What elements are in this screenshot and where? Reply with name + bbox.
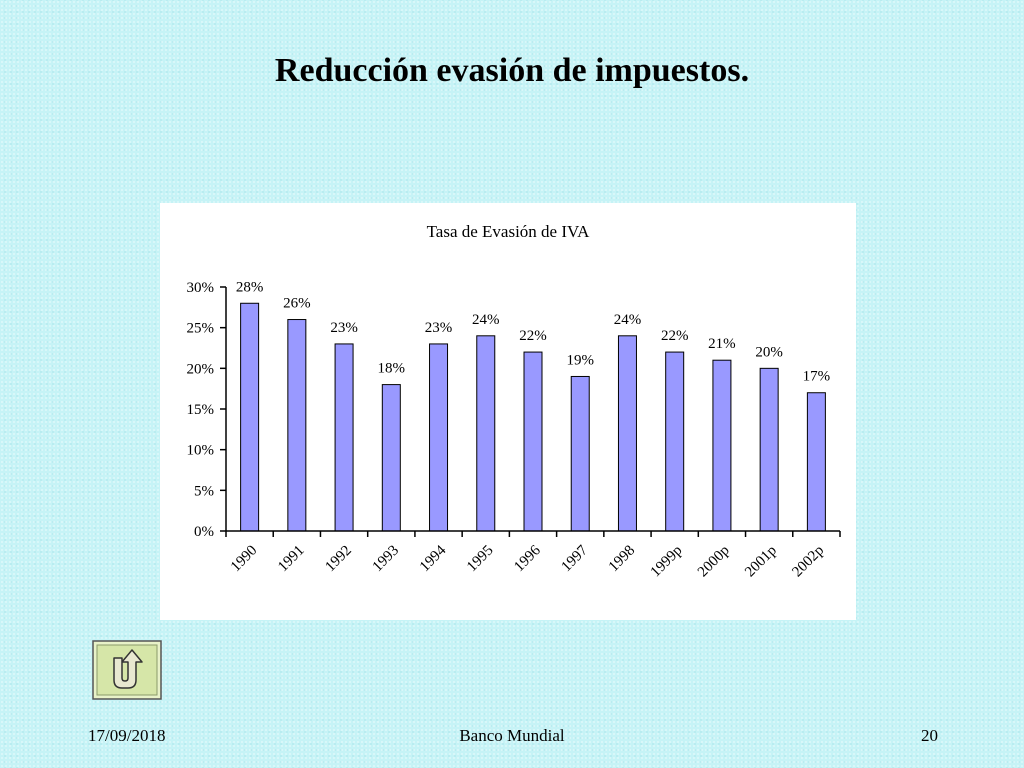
- x-tick-label-1997: 1997: [559, 542, 592, 575]
- y-tick-label: 25%: [187, 321, 215, 337]
- bar-1991: [287, 319, 307, 532]
- return-button[interactable]: [92, 640, 162, 700]
- footer-page-number: 20: [921, 726, 938, 745]
- bar-2001p: [759, 367, 779, 532]
- bar-1992: [334, 343, 354, 532]
- bar-1998: [617, 335, 637, 532]
- bar-1993: [381, 384, 401, 532]
- data-label-1991: 26%: [283, 296, 311, 312]
- data-label-1992: 23%: [330, 320, 358, 336]
- bar-chart: Tasa de Evasión de IVA 0% 5% 10% 15% 20% 25% 3…: [187, 222, 841, 581]
- y-tick-label: 30%: [187, 280, 215, 296]
- bar-1999p: [665, 351, 685, 532]
- x-tick-label-1998: 1998: [606, 543, 639, 576]
- x-tick-label-2000p: 2000p: [695, 543, 733, 581]
- y-tick-label: 20%: [187, 361, 215, 377]
- x-tick-label-1995: 1995: [464, 543, 497, 576]
- chart-title: Tasa de Evasión de IVA: [427, 222, 591, 241]
- y-tick-label: 0%: [194, 524, 214, 540]
- footer-organization: Banco Mundial: [459, 726, 565, 745]
- data-label-1994: 23%: [425, 320, 453, 336]
- data-label-1995: 24%: [472, 312, 500, 328]
- slide-title: Reducción evasión de impuestos.: [274, 52, 750, 89]
- x-tick-label-1999p: 1999p: [648, 543, 686, 581]
- x-tick-label-1993: 1993: [370, 543, 403, 576]
- data-label-1993: 18%: [378, 361, 406, 377]
- x-tick-label-2002p: 2002p: [789, 543, 827, 581]
- data-label-1998: 24%: [614, 312, 642, 328]
- y-tick-label: 15%: [187, 402, 215, 418]
- bar-1996: [523, 351, 543, 532]
- data-label-2001p: 20%: [755, 344, 783, 360]
- data-labels: 28% 26% 23% 18% 23% 24% 22% 19% 24% 22% 21% 20% 17%: [236, 279, 830, 384]
- bar-2002p: [806, 392, 826, 532]
- bar-1994: [429, 343, 449, 532]
- data-label-2002p: 17%: [803, 369, 831, 385]
- footer-date: 17/09/2018: [88, 726, 166, 745]
- bar-1995: [476, 335, 496, 532]
- return-arrow-icon: [92, 640, 162, 700]
- y-tick-label: 5%: [194, 483, 214, 499]
- y-axis: 0% 5% 10% 15% 20% 25% 30%: [187, 280, 227, 540]
- x-tick-label-1992: 1992: [322, 543, 355, 576]
- x-tick-label-1991: 1991: [275, 543, 308, 576]
- data-label-1996: 22%: [519, 328, 547, 344]
- x-axis: 1990 1991 1992 1993 1994 1995 1996 1997 1998 1999…: [225, 530, 841, 581]
- x-tick-label-1990: 1990: [228, 543, 261, 576]
- data-label-1997: 19%: [566, 352, 594, 368]
- x-tick-label-1996: 1996: [511, 542, 544, 575]
- data-label-1999p: 22%: [661, 328, 689, 344]
- bar-2000p: [712, 359, 732, 532]
- bar-1997: [570, 375, 590, 532]
- y-tick-label: 10%: [187, 443, 215, 459]
- chart-panel: Tasa de Evasión de IVA 0% 5% 10% 15% 20% 25% 3…: [160, 203, 856, 620]
- x-tick-label-1994: 1994: [417, 542, 450, 575]
- data-label-2000p: 21%: [708, 336, 736, 352]
- bar-1990: [240, 302, 260, 532]
- data-label-1990: 28%: [236, 279, 264, 295]
- x-tick-label-2001p: 2001p: [742, 543, 780, 581]
